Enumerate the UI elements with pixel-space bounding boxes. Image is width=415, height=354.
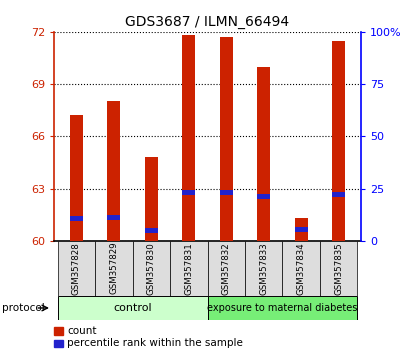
Bar (220, 37, 233, 241)
Bar (58, 296, 208, 320)
Bar (95, 241, 133, 296)
Text: GSM357833: GSM357833 (259, 242, 268, 295)
Bar (257, 194, 270, 199)
Bar (332, 192, 345, 197)
Bar (320, 241, 357, 296)
Text: protocol: protocol (2, 303, 45, 313)
Bar (182, 190, 195, 195)
Bar (295, 227, 308, 232)
Text: exposure to maternal diabetes: exposure to maternal diabetes (207, 303, 358, 313)
Bar (295, 218, 308, 241)
Bar (282, 241, 320, 296)
Bar (220, 190, 233, 195)
Bar (107, 102, 120, 241)
Bar (182, 35, 195, 241)
Text: count: count (67, 326, 97, 336)
Bar (257, 67, 270, 241)
Bar (133, 241, 170, 296)
Text: GSM357832: GSM357832 (222, 242, 231, 295)
Bar (145, 228, 158, 233)
Title: GDS3687 / ILMN_66494: GDS3687 / ILMN_66494 (125, 16, 290, 29)
Text: control: control (113, 303, 152, 313)
Bar (332, 41, 345, 241)
Text: GSM357828: GSM357828 (72, 242, 81, 295)
Text: GSM357831: GSM357831 (184, 242, 193, 295)
Bar (245, 241, 282, 296)
Bar (208, 241, 245, 296)
Bar (208, 296, 357, 320)
Text: GSM357835: GSM357835 (334, 242, 343, 295)
Bar (70, 115, 83, 241)
Bar (58, 241, 95, 296)
Bar (145, 157, 158, 241)
Bar (107, 215, 120, 220)
Text: percentile rank within the sample: percentile rank within the sample (67, 338, 243, 348)
Text: GSM357830: GSM357830 (147, 242, 156, 295)
Text: GSM357834: GSM357834 (297, 242, 305, 295)
Text: GSM357829: GSM357829 (110, 242, 118, 295)
Bar (70, 216, 83, 221)
Bar (170, 241, 208, 296)
